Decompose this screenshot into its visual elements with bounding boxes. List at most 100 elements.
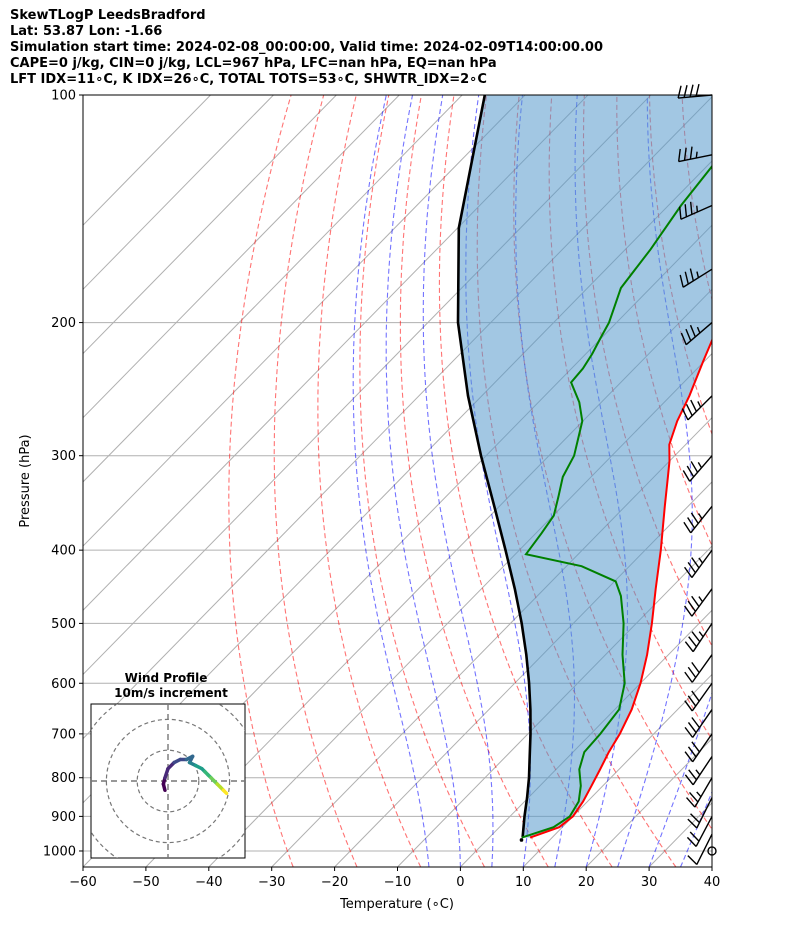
y-tick-label: 400 — [51, 544, 76, 559]
barb-flag — [683, 521, 692, 534]
barb-flag — [689, 84, 694, 98]
x-tick-label: 20 — [578, 875, 595, 890]
y-tick-label: 1000 — [43, 844, 76, 859]
isotherm — [83, 95, 526, 547]
wind-barb — [684, 709, 713, 738]
wind-barb — [707, 846, 717, 856]
barb-flag — [687, 855, 698, 866]
barb-flag — [689, 268, 695, 282]
barb-flag — [697, 461, 703, 469]
cape-cin-summary: CAPE=0 j/kg, CIN=0 j/kg, LCL=967 hPa, LF… — [10, 56, 497, 71]
barb-flag — [681, 408, 689, 421]
barb-flag — [684, 641, 694, 653]
barb-flag — [689, 201, 693, 215]
wind-barbs — [677, 83, 717, 866]
moist-adiabat — [679, 790, 712, 867]
barb-flag — [684, 566, 693, 578]
isotherm — [83, 95, 463, 483]
wind-barb — [681, 395, 713, 421]
barb-flag — [686, 465, 695, 478]
dry-adiabat — [317, 95, 422, 867]
barb-flag — [683, 147, 687, 161]
hodograph-inset — [90, 703, 246, 859]
barb-flag — [684, 751, 694, 763]
barb-flag — [684, 700, 693, 712]
barb-flag — [684, 774, 694, 786]
wind-barb — [677, 146, 713, 163]
y-tick-label: 100 — [51, 89, 76, 104]
barb-flag — [690, 512, 699, 524]
barb-flag — [695, 83, 700, 97]
barb-flag — [685, 328, 692, 342]
barb-flag — [682, 470, 691, 482]
x-axis-label: Temperature (∘C) — [339, 897, 454, 912]
isotherm — [83, 95, 274, 291]
data-layer — [456, 95, 712, 842]
isotherm — [83, 95, 400, 419]
barb-flag — [690, 813, 700, 824]
moist-adiabat — [352, 95, 430, 867]
x-tick-label: −40 — [195, 875, 222, 890]
wind-barb — [685, 777, 713, 808]
wind-barb — [682, 455, 713, 482]
barb-flag — [687, 561, 697, 574]
barb-flag — [691, 557, 700, 569]
barb-flag — [687, 722, 697, 733]
barb-flag — [680, 332, 687, 345]
x-tick-label: 30 — [641, 875, 658, 890]
y-tick-label: 600 — [51, 677, 76, 692]
barb-flag — [687, 517, 696, 529]
hodograph-title: Wind Profile — [125, 671, 208, 685]
dry-adiabat — [648, 95, 712, 436]
barb-shaft — [695, 816, 713, 847]
wind-barb — [677, 83, 713, 99]
wind-barb — [684, 654, 713, 683]
moist-adiabat — [648, 691, 712, 867]
dry-adiabat — [273, 95, 358, 867]
wind-barb — [683, 505, 713, 534]
cin-shading — [458, 95, 712, 838]
x-tick-label: −30 — [258, 875, 285, 890]
wind-barb — [687, 833, 713, 866]
wind-barb — [684, 733, 713, 763]
barb-flag — [695, 769, 701, 776]
barb-flag — [687, 666, 697, 678]
barb-shaft — [680, 204, 713, 220]
barb-flag — [689, 791, 699, 803]
barb-flag — [689, 146, 693, 160]
dry-adiabat — [714, 88, 794, 867]
isotherm — [83, 95, 337, 355]
barb-flag — [683, 85, 688, 98]
barb-flag — [684, 271, 689, 285]
moist-adiabat — [385, 95, 461, 867]
barb-flag — [698, 596, 704, 603]
barb-flag — [691, 661, 700, 674]
wind-barb — [679, 201, 713, 220]
barb-flag — [687, 695, 697, 707]
calm-circle — [707, 846, 717, 856]
barb-shaft — [692, 709, 713, 738]
barb-flag — [684, 671, 693, 683]
stability-indices: LFT IDX=11∘C, K IDX=26∘C, TOTAL TOTS=53∘… — [10, 72, 487, 87]
barb-flag — [689, 831, 700, 842]
temperature-profile — [529, 337, 712, 839]
dewpoint-profile — [521, 164, 712, 839]
isotherm — [711, 866, 712, 867]
hodograph-ring — [136, 749, 200, 813]
barb-shaft — [678, 154, 713, 163]
isotherm — [397, 545, 712, 867]
isotherm — [83, 95, 211, 226]
hodograph-subtitle: 10m/s increment — [114, 686, 228, 700]
x-tick-label: −60 — [69, 875, 96, 890]
y-tick-label: 500 — [51, 617, 76, 632]
dry-adiabat — [359, 95, 485, 867]
x-tick-label: −10 — [384, 875, 411, 890]
moist-adiabat — [422, 95, 494, 867]
barb-flag — [697, 401, 702, 408]
x-tick-label: −50 — [132, 875, 159, 890]
barb-flag — [696, 791, 702, 798]
x-tick-label: 10 — [515, 875, 532, 890]
wind-barb — [684, 682, 713, 712]
barb-flag — [691, 741, 701, 753]
